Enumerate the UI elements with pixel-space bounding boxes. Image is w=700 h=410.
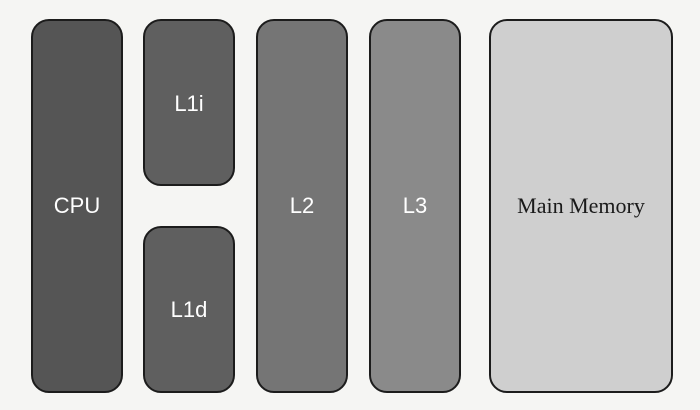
l2-cache-block: L2 [256,19,348,393]
main-memory-block: Main Memory [489,19,673,393]
l1i-cache-block: L1i [143,19,235,186]
l3-cache-block: L3 [369,19,461,393]
l3-label: L3 [402,193,428,218]
l1d-label: L1d [170,296,208,322]
cpu-label: CPU [53,193,101,218]
l2-label: L2 [289,193,315,218]
l1i-label: L1i [174,90,204,116]
cpu-block: CPU [31,19,123,393]
l1d-cache-block: L1d [143,226,235,393]
main-memory-label: Main Memory [517,193,645,218]
